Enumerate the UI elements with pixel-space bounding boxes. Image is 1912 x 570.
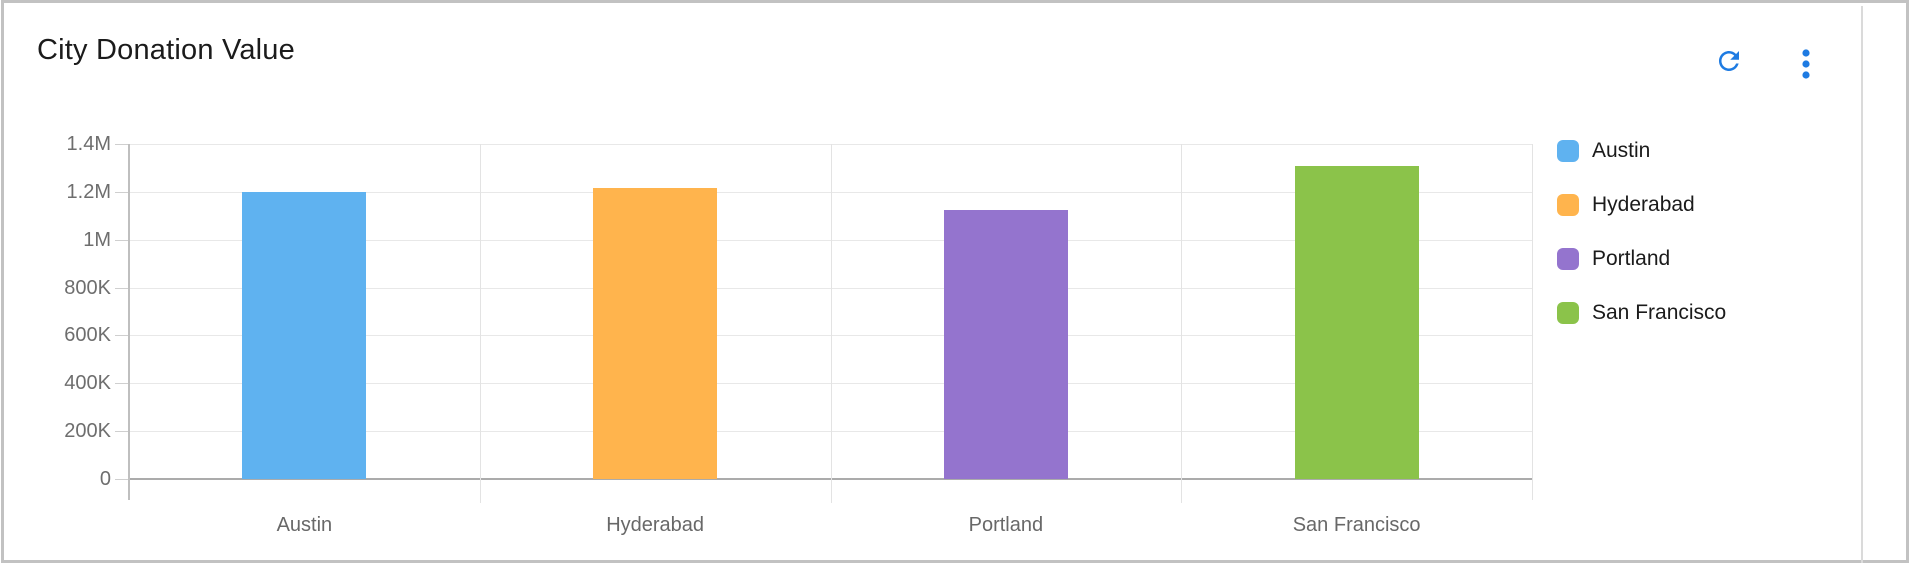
column-separator — [479, 144, 481, 503]
legend-swatch — [1557, 302, 1579, 324]
legend-item-hyderabad[interactable]: Hyderabad — [1557, 193, 1726, 216]
refresh-icon — [1714, 51, 1744, 79]
chart-legend: Austin Hyderabad Portland San Francisco — [1557, 139, 1727, 356]
more-options-button[interactable] — [1799, 47, 1813, 81]
y-axis-tick-label: 1.4M — [66, 133, 111, 155]
legend-swatch — [1557, 194, 1579, 216]
legend-item-austin[interactable]: Austin — [1557, 139, 1726, 162]
x-axis-label: Hyderabad — [606, 514, 705, 536]
y-axis-tick-label: 1.2M — [66, 180, 111, 203]
bar-austin[interactable] — [242, 191, 367, 479]
x-axis-label: Portland — [968, 514, 1044, 536]
y-axis-tick — [115, 335, 129, 337]
legend-item-san-francisco[interactable]: San Francisco — [1557, 301, 1727, 324]
y-axis-line — [128, 144, 130, 500]
x-axis-label: Austin — [276, 514, 333, 536]
y-axis-tick-label: 1M — [83, 228, 111, 251]
bar-hyderabad[interactable] — [593, 188, 718, 479]
y-axis-tick-label: 800K — [64, 276, 111, 299]
plot-right-border — [1532, 144, 1533, 500]
x-axis-label: San Francisco — [1292, 514, 1421, 536]
y-axis-tick-label: 200K — [64, 420, 111, 443]
legend-label: San Francisco — [1592, 301, 1727, 324]
y-axis-tick — [115, 431, 129, 433]
column-separator — [1181, 144, 1183, 503]
legend-swatch — [1557, 248, 1579, 270]
refresh-button[interactable] — [1713, 45, 1745, 77]
legend-label: Austin — [1592, 139, 1651, 162]
chart-title: City Donation Value — [37, 34, 295, 66]
legend-item-portland[interactable]: Portland — [1557, 247, 1726, 270]
y-axis-tick — [115, 383, 129, 385]
y-axis-tick — [115, 287, 129, 289]
bar-san-francisco[interactable] — [1294, 165, 1419, 479]
legend-label: Portland — [1592, 247, 1671, 270]
y-axis-tick-label: 600K — [64, 324, 111, 347]
y-axis-tick — [115, 239, 129, 241]
panel-divider — [1861, 6, 1863, 563]
y-axis-tick — [115, 144, 129, 145]
y-axis-tick — [115, 479, 129, 480]
y-axis-tick-label: 400K — [64, 372, 111, 395]
y-axis-tick — [115, 191, 129, 193]
column-separator — [830, 144, 832, 503]
y-axis-tick-label: 0 — [99, 468, 111, 490]
legend-swatch — [1557, 140, 1579, 162]
kebab-menu-icon — [1801, 49, 1811, 83]
legend-label: Hyderabad — [1592, 193, 1695, 216]
bar-portland[interactable] — [943, 209, 1068, 479]
